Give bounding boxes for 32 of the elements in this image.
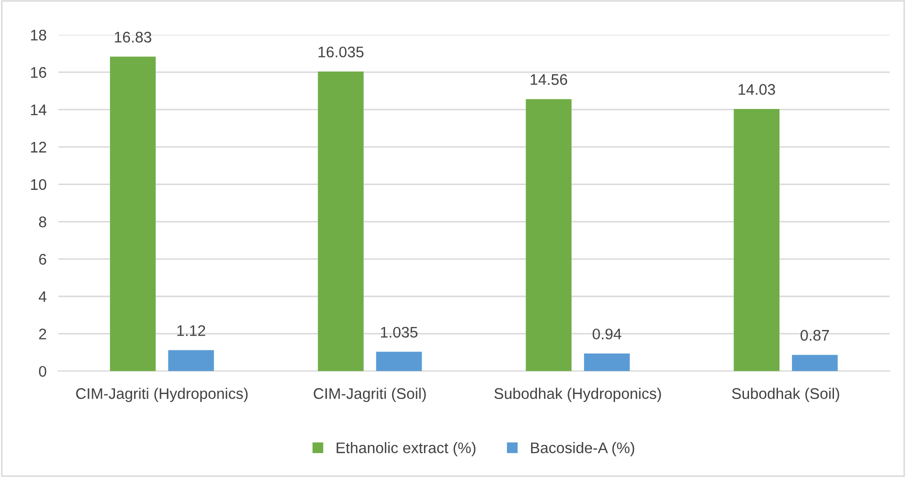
bar (110, 56, 156, 372)
bar (168, 350, 214, 372)
data-label: 14.03 (738, 84, 776, 95)
y-tick-label: 18 (31, 30, 46, 41)
x-tick-label: Subodhak (Soil) (732, 388, 840, 402)
legend-label: Bacoside-A (%) (531, 442, 634, 456)
x-tick-label: CIM-Jagriti (Soil) (314, 388, 426, 402)
y-tick-label: 12 (31, 142, 46, 152)
bar (792, 354, 838, 372)
data-label: 14.56 (530, 74, 568, 85)
y-tick-label: 14 (31, 104, 46, 116)
x-tick-label: Subodhak (Hydroponics) (494, 388, 661, 402)
y-tick-label: 10 (31, 179, 46, 190)
y-tick-label: 4 (38, 291, 46, 302)
x-tick-label: CIM-Jagriti (Hydroponics) (76, 388, 248, 402)
data-label: 0.87 (800, 330, 829, 341)
data-label: 16.83 (114, 32, 152, 43)
y-tick-label: 2 (39, 328, 46, 340)
bar (584, 354, 630, 372)
data-label: 16.035 (318, 46, 364, 58)
data-label: 1.12 (177, 325, 206, 336)
bar (526, 99, 572, 372)
y-tick-label: 8 (39, 216, 46, 228)
bar (376, 352, 422, 372)
data-label: 0.94 (592, 328, 622, 340)
y-tick-label: 6 (39, 254, 46, 265)
data-label: 1.035 (381, 326, 418, 338)
bar (734, 108, 780, 372)
y-tick-label: 0 (38, 366, 46, 377)
bar (318, 72, 364, 372)
legend-label: Ethanolic extract (%) (336, 442, 476, 456)
y-tick-label: 16 (31, 67, 46, 78)
